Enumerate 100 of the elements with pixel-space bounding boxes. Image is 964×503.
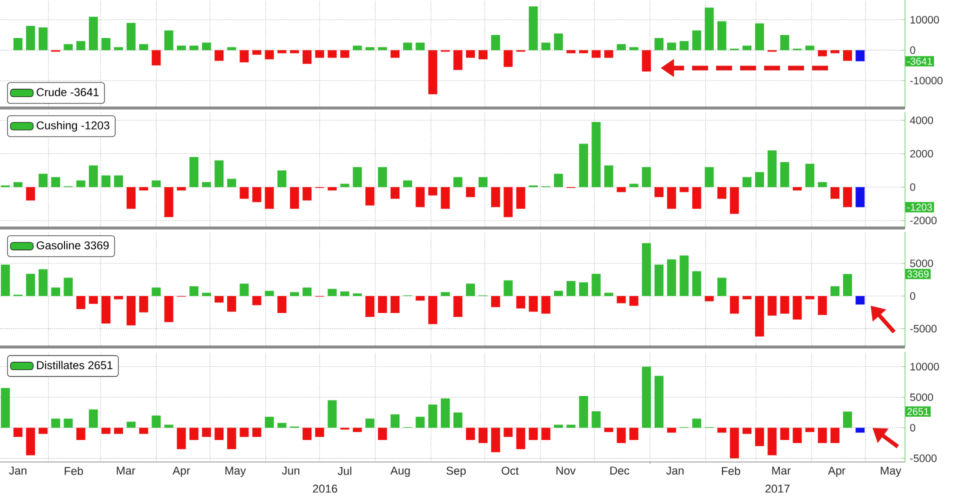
- bar: [277, 422, 286, 428]
- bar: [616, 187, 626, 192]
- bar: [277, 50, 286, 54]
- x-tick-label: Oct: [502, 466, 519, 475]
- bar: [579, 144, 588, 188]
- annotation: -1203: [907, 204, 932, 211]
- bar: [264, 187, 274, 209]
- bar: [856, 50, 865, 62]
- bar: [152, 288, 161, 296]
- bar: [654, 376, 664, 428]
- bar: [38, 269, 48, 296]
- bar: [478, 177, 488, 188]
- bar: [780, 34, 790, 50]
- bar: [528, 296, 538, 312]
- bar: [416, 296, 425, 301]
- bar: [214, 428, 224, 440]
- bar: [642, 366, 651, 428]
- bar: [202, 292, 211, 296]
- bar: [114, 296, 124, 300]
- bar: [352, 46, 362, 50]
- bar: [64, 278, 73, 296]
- bar: [717, 21, 726, 50]
- bar: [378, 296, 387, 314]
- annotation: 2651: [907, 408, 929, 416]
- bar: [680, 187, 689, 192]
- bar: [592, 411, 601, 428]
- bar: [453, 50, 462, 70]
- bar: [277, 296, 286, 314]
- bar: [516, 187, 526, 209]
- bar: [428, 404, 438, 428]
- bar: [768, 296, 777, 316]
- bar: [466, 187, 475, 198]
- bar: [214, 160, 224, 188]
- bar: [64, 44, 73, 50]
- bar: [240, 428, 249, 437]
- legend-label: Cushing -1203: [36, 121, 110, 132]
- bar: [202, 428, 211, 437]
- bar: [805, 296, 814, 300]
- x-tick-label: May: [225, 466, 246, 477]
- bar: [629, 428, 638, 440]
- bar: [0, 388, 10, 428]
- bar: [717, 278, 726, 296]
- bar: [717, 187, 726, 199]
- bar: [566, 281, 576, 296]
- bar: [101, 175, 110, 188]
- x-tick-label: Apr: [172, 466, 190, 477]
- bar: [491, 428, 500, 452]
- annotation: 3369: [907, 270, 929, 278]
- bar: [378, 47, 387, 50]
- bar: [189, 46, 198, 50]
- bar: [390, 414, 400, 428]
- x-tick-label: Feb: [722, 466, 740, 476]
- bar: [352, 167, 362, 188]
- bar: [843, 50, 852, 61]
- bar: [264, 50, 274, 60]
- bar: [830, 286, 840, 296]
- bar: [101, 38, 110, 50]
- bar: [189, 428, 198, 440]
- bar: [604, 292, 614, 296]
- text: 2016: [312, 484, 338, 493]
- bar: [88, 165, 98, 188]
- bar: [792, 187, 802, 190]
- bar: [352, 293, 362, 296]
- bar: [478, 428, 488, 444]
- bar: [592, 50, 601, 58]
- bar: [302, 187, 312, 200]
- bar: [566, 424, 576, 428]
- bar: [114, 428, 124, 434]
- bar: [340, 184, 350, 188]
- bar: [856, 187, 865, 208]
- bar: [780, 428, 790, 440]
- bar: [541, 428, 550, 440]
- x-tick-label: Mar: [772, 466, 791, 475]
- bar: [704, 296, 714, 302]
- bar: [76, 41, 86, 50]
- bar: [792, 428, 802, 444]
- y-tick-label: -10000: [910, 76, 942, 84]
- bar: [579, 50, 588, 54]
- bar: [818, 296, 827, 315]
- bar: [491, 34, 500, 50]
- bar: [76, 428, 86, 440]
- bar: [554, 33, 563, 50]
- bar: [202, 42, 211, 50]
- bar: [692, 418, 702, 428]
- legend-label: Distillates 2651: [37, 360, 112, 370]
- bar: [616, 44, 626, 50]
- bar: [365, 187, 374, 206]
- legend-label: Crude -3641: [36, 88, 99, 96]
- bar: [755, 296, 764, 337]
- bar: [554, 290, 563, 296]
- bar: [642, 243, 651, 296]
- y-tick-label: -2000: [910, 216, 937, 224]
- bar: [566, 50, 576, 54]
- bar: [654, 264, 664, 296]
- bar: [390, 50, 400, 58]
- bar: [189, 286, 198, 296]
- bar: [126, 296, 136, 326]
- bar: [152, 50, 161, 66]
- y-tick-label: 10000: [910, 362, 939, 370]
- bar: [76, 296, 86, 310]
